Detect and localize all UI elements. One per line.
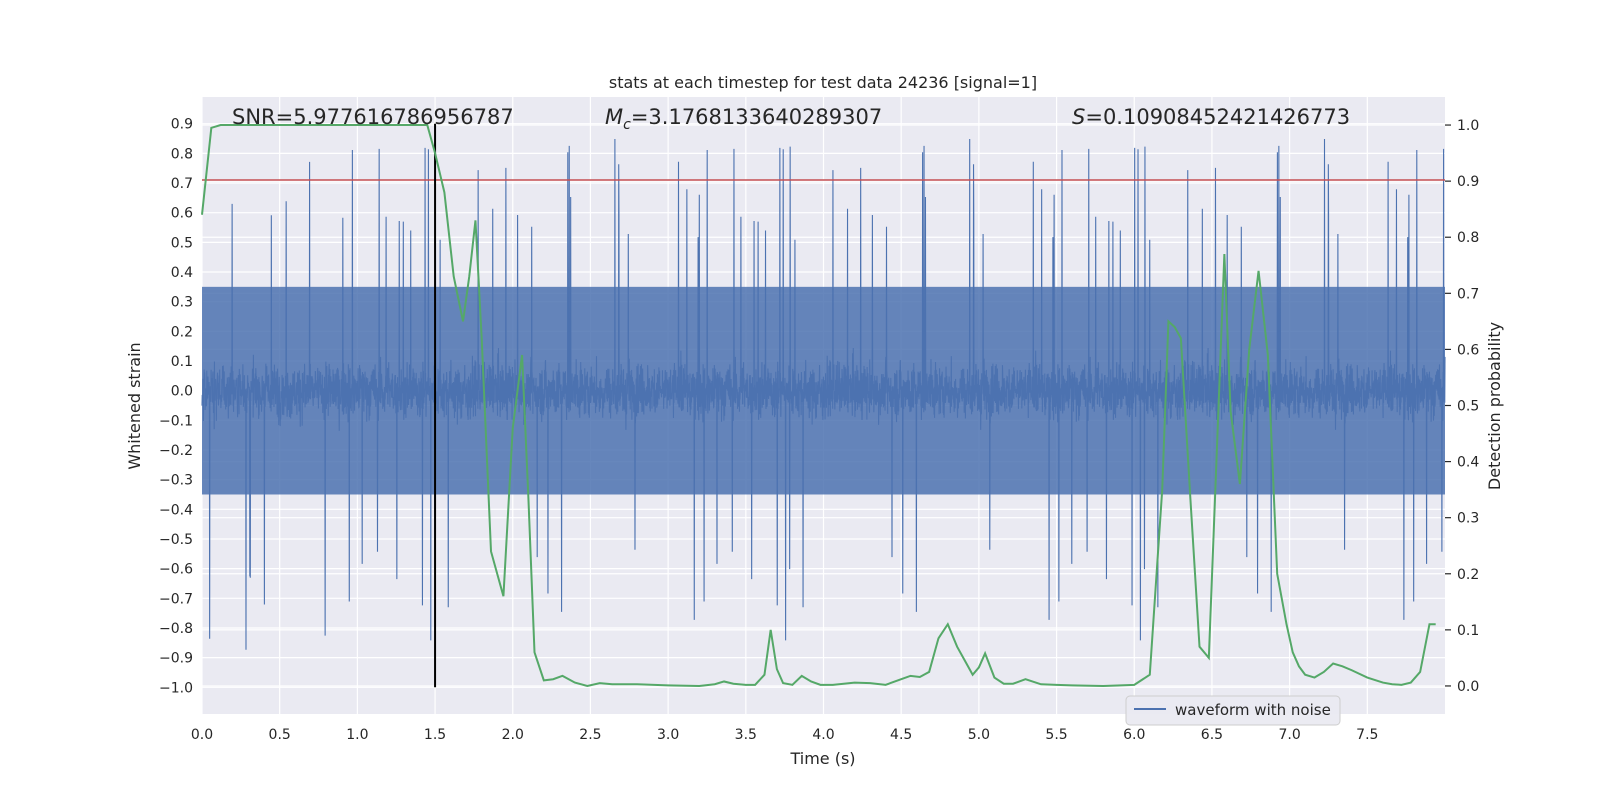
detection-probability-line <box>201 124 1436 687</box>
detection-probability-series <box>201 124 1436 687</box>
y-right-tick-label: 0.3 <box>1457 511 1479 527</box>
legend-label: waveform with noise <box>1175 701 1331 719</box>
s-annotation: S=0.10908452421426773 <box>1072 105 1350 129</box>
waveform-core-band <box>202 286 1445 495</box>
s-symbol: S <box>1072 105 1085 129</box>
y-right-tick-label: 0.1 <box>1457 623 1479 639</box>
chart-title: stats at each timestep for test data 242… <box>609 73 1037 92</box>
waveform-with-noise-series <box>201 138 1446 650</box>
x-tick-label: 7.5 <box>1356 727 1378 743</box>
x-tick-label: 4.0 <box>812 727 834 743</box>
y-right-tick-label: 0.9 <box>1457 174 1479 190</box>
x-tick-label: 6.0 <box>1123 727 1145 743</box>
y-right-axis-label: Detection probability <box>1485 322 1504 490</box>
x-tick-label: 3.5 <box>735 727 757 743</box>
chirp-mass-value: =3.1768133640289307 <box>631 105 882 129</box>
y-left-tick-label: −0.7 <box>159 591 193 607</box>
legend: waveform with noise <box>1125 695 1341 726</box>
y-right-tick-label: 0.0 <box>1457 679 1479 695</box>
x-axis-ticks: 0.0 0.5 1.0 1.5 2.0 2.5 3.0 3.5 4.0 4.5 5.0 5.5 6.0 6… <box>191 727 1379 743</box>
y-right-tick-label: 0.2 <box>1457 567 1479 583</box>
y-left-tick-label: −0.4 <box>159 502 193 518</box>
y-right-tick-label: 0.8 <box>1457 230 1479 246</box>
y-left-tick-label: −0.1 <box>159 413 193 429</box>
y-left-tick-label: 0.4 <box>171 265 193 281</box>
y-left-tick-label: −0.5 <box>159 532 193 548</box>
x-tick-label: 4.5 <box>890 727 912 743</box>
x-tick-label: 2.0 <box>502 727 524 743</box>
chirp-mass-subscript: c <box>623 117 631 133</box>
x-tick-label: 2.5 <box>579 727 601 743</box>
y-left-axis-label: Whitened strain <box>125 342 144 469</box>
reference-lines <box>202 123 1445 688</box>
legend-box <box>1125 695 1341 726</box>
x-tick-label: 6.5 <box>1201 727 1223 743</box>
y-right-tick-label: 1.0 <box>1457 118 1479 134</box>
y-right-tick-label: 0.5 <box>1457 399 1479 415</box>
x-tick-label: 0.0 <box>191 727 213 743</box>
y-left-tick-label: 0.5 <box>171 235 193 251</box>
chirp-mass-annotation: Mc=3.1768133640289307 <box>605 105 882 133</box>
s-value: =0.10908452421426773 <box>1085 105 1350 129</box>
y-left-tick-label: −0.9 <box>159 651 193 667</box>
y-left-tick-label: 0.9 <box>171 117 193 133</box>
x-tick-label: 5.0 <box>968 727 990 743</box>
x-axis-label: Time (s) <box>789 749 855 768</box>
y-left-tick-label: 0.8 <box>171 146 193 162</box>
y-left-tick-label: −0.3 <box>159 473 193 489</box>
x-tick-label: 3.0 <box>657 727 679 743</box>
y-left-tick-label: 0.2 <box>171 324 193 340</box>
y-left-tick-label: 0.3 <box>171 295 193 311</box>
y-left-tick-label: 0.0 <box>171 384 193 400</box>
x-tick-label: 5.5 <box>1045 727 1067 743</box>
y-left-tick-label: 0.6 <box>171 206 193 222</box>
x-tick-label: 1.5 <box>424 727 446 743</box>
y-right-tick-label: 0.7 <box>1457 286 1479 302</box>
y-left-tick-label: −0.8 <box>159 621 193 637</box>
y-right-axis-ticks: 1.0 0.9 0.8 0.7 0.6 0.5 0.4 0.3 0.2 0.1 0.0 <box>1445 118 1479 695</box>
y-left-tick-label: −0.6 <box>159 562 193 578</box>
y-left-tick-label: 0.7 <box>171 176 193 192</box>
y-right-tick-label: 0.4 <box>1457 455 1479 471</box>
chirp-mass-symbol: M <box>605 105 623 129</box>
y-right-tick-label: 0.6 <box>1457 342 1479 358</box>
snr-annotation: SNR=5.977616786956787 <box>232 105 514 129</box>
y-left-axis-ticks: 0.9 0.8 0.7 0.6 0.5 0.4 0.3 0.2 0.1 0.0 −0.1 −0.2 −0… <box>159 117 193 697</box>
y-left-tick-label: −0.2 <box>159 443 193 459</box>
x-tick-label: 7.0 <box>1278 727 1300 743</box>
y-left-tick-label: 0.1 <box>171 354 193 370</box>
y-left-tick-label: −1.0 <box>159 680 193 696</box>
x-tick-label: 1.0 <box>346 727 368 743</box>
x-tick-label: 0.5 <box>269 727 291 743</box>
